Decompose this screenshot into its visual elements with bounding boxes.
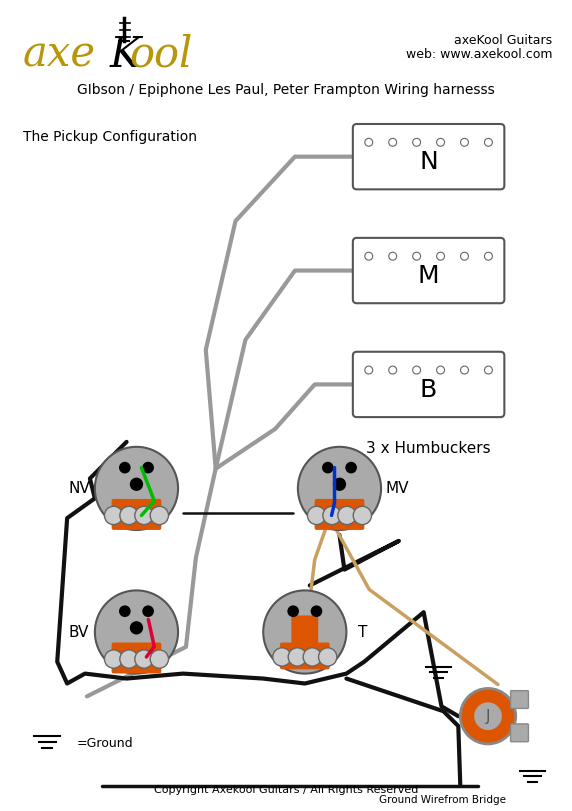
Circle shape [353, 506, 371, 525]
Circle shape [298, 447, 381, 530]
Text: The Pickup Configuration: The Pickup Configuration [22, 130, 197, 144]
Circle shape [142, 461, 154, 474]
Circle shape [130, 478, 143, 491]
Circle shape [436, 366, 444, 374]
Text: M: M [418, 264, 439, 288]
Circle shape [436, 252, 444, 260]
Circle shape [105, 506, 123, 525]
Circle shape [389, 139, 396, 146]
Circle shape [389, 366, 396, 374]
Text: axe: axe [22, 34, 96, 75]
Circle shape [142, 605, 154, 617]
Circle shape [150, 506, 169, 525]
FancyBboxPatch shape [511, 691, 529, 709]
FancyBboxPatch shape [353, 352, 505, 417]
FancyBboxPatch shape [291, 616, 318, 665]
Circle shape [95, 590, 178, 674]
Circle shape [484, 366, 492, 374]
Circle shape [150, 650, 169, 668]
Text: web: www.axekool.com: web: www.axekool.com [406, 48, 553, 61]
Text: ool: ool [129, 34, 193, 75]
Circle shape [105, 650, 123, 668]
Text: B: B [420, 378, 437, 402]
Circle shape [460, 252, 468, 260]
FancyBboxPatch shape [112, 642, 161, 673]
Text: J: J [486, 709, 490, 723]
FancyBboxPatch shape [353, 238, 505, 303]
Text: N: N [419, 150, 438, 174]
Text: GIbson / Epiphone Les Paul, Peter Frampton Wiring harnesss: GIbson / Epiphone Les Paul, Peter Frampt… [77, 84, 495, 97]
Circle shape [119, 461, 130, 474]
Text: =Ground: =Ground [77, 737, 134, 750]
Text: BV: BV [69, 624, 89, 640]
Circle shape [412, 252, 420, 260]
Circle shape [120, 506, 138, 525]
Circle shape [119, 605, 130, 617]
Circle shape [288, 648, 307, 666]
Circle shape [365, 139, 373, 146]
Circle shape [307, 506, 325, 525]
Circle shape [323, 506, 341, 525]
Circle shape [345, 461, 357, 474]
Circle shape [412, 366, 420, 374]
Text: K: K [110, 34, 141, 75]
Circle shape [311, 605, 322, 617]
Circle shape [333, 478, 346, 491]
Text: axeKool Guitars: axeKool Guitars [454, 34, 553, 47]
Text: MV: MV [385, 481, 408, 496]
Circle shape [484, 252, 492, 260]
Circle shape [460, 366, 468, 374]
Circle shape [319, 648, 337, 666]
FancyBboxPatch shape [112, 499, 161, 530]
Circle shape [436, 139, 444, 146]
Circle shape [460, 139, 468, 146]
Circle shape [95, 447, 178, 530]
Circle shape [460, 689, 516, 744]
Circle shape [135, 650, 153, 668]
Circle shape [130, 621, 143, 634]
Circle shape [389, 252, 396, 260]
Circle shape [263, 590, 347, 674]
Circle shape [120, 650, 138, 668]
FancyBboxPatch shape [280, 642, 329, 669]
FancyBboxPatch shape [353, 124, 505, 189]
Circle shape [135, 506, 153, 525]
Text: T: T [358, 624, 367, 640]
Text: Ground Wirefrom Bridge: Ground Wirefrom Bridge [379, 796, 506, 805]
FancyBboxPatch shape [511, 724, 529, 742]
Circle shape [484, 139, 492, 146]
Circle shape [273, 648, 291, 666]
Circle shape [338, 506, 356, 525]
Circle shape [474, 702, 502, 730]
Text: 3 x Humbuckers: 3 x Humbuckers [366, 441, 491, 457]
Circle shape [303, 648, 321, 666]
Circle shape [365, 366, 373, 374]
Circle shape [287, 605, 299, 617]
Text: NV: NV [68, 481, 90, 496]
Circle shape [412, 139, 420, 146]
Circle shape [365, 252, 373, 260]
Text: Copyright Axekool Guitars / All Rights Reserved: Copyright Axekool Guitars / All Rights R… [154, 785, 418, 796]
Circle shape [322, 461, 333, 474]
FancyBboxPatch shape [315, 499, 364, 530]
